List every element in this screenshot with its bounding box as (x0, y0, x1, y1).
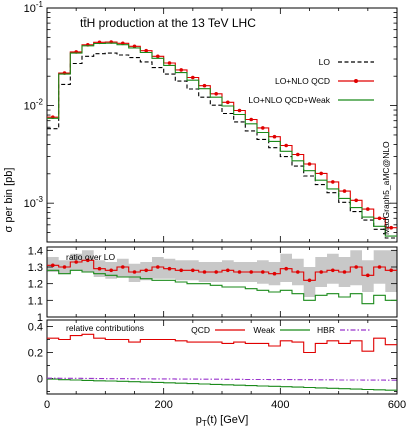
y-axis-label: σ per bin [pb] (3, 168, 15, 233)
main-y-tick-label: 10-3 (24, 195, 44, 210)
ratio-annotation: ratio over LO (66, 252, 116, 262)
main-marker (342, 189, 347, 193)
main-marker (296, 152, 300, 157)
contrib-y-tick-label: 0.2 (28, 347, 43, 359)
main-marker (377, 216, 382, 221)
ratio-marker (307, 278, 312, 283)
ratio-y-tick-label: 1 (37, 312, 43, 324)
main-marker (331, 180, 335, 184)
legend-label: LO+NLO QCD+Weak (248, 95, 330, 105)
main-y-tick-label: 10-1 (24, 0, 44, 15)
main-series-2 (47, 42, 397, 237)
main-marker (354, 198, 359, 203)
ratio-marker (167, 266, 172, 271)
ratio-marker (144, 268, 148, 273)
main-marker (226, 100, 230, 105)
contributions-panel: 0 0.2 0.4 QCD Weak HBR 0 200 400 600 pT(t) [GeV] (28, 319, 406, 427)
x-axis-label: pT(t) [GeV] (196, 414, 249, 427)
ratio-y-tick-label: 1.4 (28, 245, 43, 257)
ratio-marker (74, 260, 78, 264)
main-panel: 10-3 10-2 10-1 LO LO+NLO QCD LO+NLO QCD+Weak (24, 0, 398, 243)
contrib-series-1 (47, 378, 397, 391)
main-marker (156, 54, 160, 59)
contrib-y-tick-label: 0.4 (28, 321, 43, 333)
ratio-marker (202, 270, 207, 274)
main-marker (132, 44, 137, 49)
ratio-y-tick-label: 1.1 (28, 295, 43, 307)
main-marker (191, 75, 195, 80)
ratio-marker (366, 273, 370, 278)
ratio-marker (62, 265, 67, 269)
main-marker (214, 92, 218, 96)
main-marker (319, 171, 324, 176)
ratio-marker (214, 270, 218, 274)
ratio-marker (272, 271, 277, 276)
ratio-marker (132, 270, 137, 274)
ratio-panel: 1 1.1 1.2 1.3 1.4 (28, 245, 398, 324)
ratio-uncertainty-band (47, 250, 397, 297)
ratio-marker (179, 268, 183, 273)
legend-marker (354, 79, 358, 83)
ratio-series-2 (47, 269, 397, 305)
ratio-marker (331, 268, 335, 273)
ratio-marker (377, 265, 382, 269)
ratio-marker (121, 265, 125, 269)
ratio-marker (319, 270, 324, 274)
main-marker (307, 162, 312, 166)
contrib-legend-label: HBR (317, 325, 335, 335)
main-marker (366, 207, 370, 211)
ratio-series-1 (47, 259, 397, 281)
legend-label: LO (319, 57, 331, 67)
ratio-marker (226, 268, 230, 273)
ratio-marker (97, 266, 102, 271)
ratio-y-tick-label: 1.3 (28, 262, 43, 274)
contrib-series-2 (47, 377, 397, 381)
ratio-marker (249, 270, 253, 274)
ratio-marker (156, 265, 160, 269)
chart-title: tt̄H production at the 13 TeV LHC (80, 16, 256, 30)
ratio-marker (51, 263, 55, 268)
x-tick-label: 0 (44, 399, 50, 411)
ratio-marker (342, 270, 347, 274)
main-marker (144, 48, 148, 53)
contributions-annotation: relative contributions (66, 323, 144, 333)
main-marker (389, 225, 394, 230)
main-series-1 (47, 41, 397, 229)
contrib-legend-label: Weak (253, 325, 275, 335)
legend-label: LO+NLO QCD (275, 76, 330, 86)
main-marker (284, 143, 289, 148)
ratio-marker (389, 268, 394, 273)
main-marker (202, 83, 207, 88)
side-label: MadGraph5_aMC@NLO (381, 141, 391, 235)
ratio-marker (191, 268, 195, 273)
x-tick-label: 200 (154, 399, 172, 411)
ratio-marker (86, 258, 90, 263)
ratio-marker (296, 270, 300, 274)
ratio-marker (261, 270, 265, 274)
contrib-legend-label: QCD (191, 325, 210, 335)
contrib-series-0 (47, 333, 397, 354)
ratio-marker (284, 266, 289, 271)
main-marker (261, 126, 265, 130)
main-y-tick-label: 10-2 (24, 98, 44, 113)
x-tick-label: 400 (271, 399, 289, 411)
main-marker (237, 108, 242, 113)
main-marker (179, 68, 183, 72)
ratio-y-tick-label: 1.2 (28, 279, 43, 291)
main-marker (272, 134, 277, 139)
ratio-marker (354, 265, 359, 269)
main-marker (249, 117, 253, 122)
ratio-marker (237, 270, 242, 274)
main-marker (167, 61, 172, 65)
ratio-marker (109, 268, 113, 273)
x-tick-label: 600 (388, 399, 406, 411)
contrib-y-tick-label: 0 (37, 373, 43, 385)
